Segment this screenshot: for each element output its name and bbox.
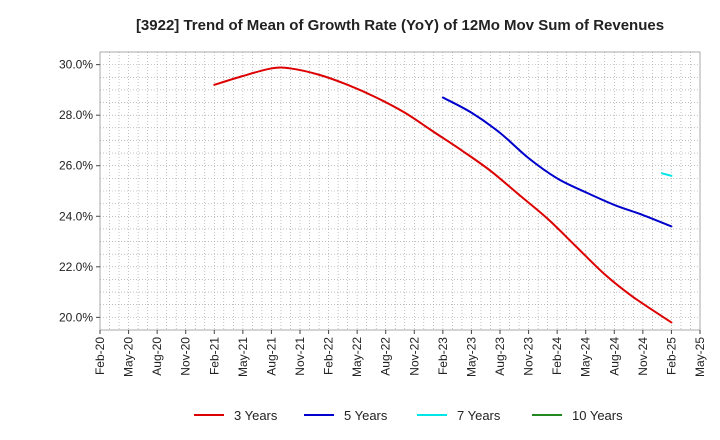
y-tick-label: 20.0% bbox=[59, 310, 93, 324]
chart-title: [3922] Trend of Mean of Growth Rate (YoY… bbox=[136, 17, 664, 34]
y-tick-label: 30.0% bbox=[59, 58, 93, 72]
y-tick-label: 28.0% bbox=[59, 108, 93, 122]
x-tick-label: Aug-23 bbox=[493, 337, 507, 376]
y-tick-label: 26.0% bbox=[59, 159, 93, 173]
legend-item-5-years: 5 Years bbox=[304, 408, 388, 423]
x-tick-label: Nov-21 bbox=[293, 337, 307, 376]
x-tick-label: Aug-22 bbox=[379, 337, 393, 376]
legend-label: 7 Years bbox=[457, 408, 501, 423]
x-tick-label: Aug-20 bbox=[150, 337, 164, 376]
y-axis: 20.0% 22.0% 24.0% 26.0% 28.0% 30.0% bbox=[59, 58, 100, 324]
x-tick-label: May-25 bbox=[693, 337, 707, 377]
x-tick-label: May-22 bbox=[350, 337, 364, 377]
x-tick-label: May-20 bbox=[122, 337, 136, 377]
legend-label: 10 Years bbox=[572, 408, 623, 423]
x-axis: Feb-20 May-20 Aug-20 Nov-20 Feb-21 May-21 Aug-… bbox=[93, 330, 707, 377]
x-tick-label: Aug-24 bbox=[607, 337, 621, 376]
x-tick-label: Feb-22 bbox=[322, 337, 336, 375]
x-tick-label: Feb-25 bbox=[664, 337, 678, 375]
legend-label: 5 Years bbox=[344, 408, 388, 423]
x-tick-label: Nov-23 bbox=[522, 337, 536, 376]
y-tick-label: 22.0% bbox=[59, 260, 93, 274]
series-lines bbox=[213, 66, 673, 324]
legend-item-10-years: 10 Years bbox=[532, 408, 623, 423]
grid bbox=[100, 52, 700, 330]
y-tick-label: 24.0% bbox=[59, 209, 93, 223]
series-line-5-years bbox=[441, 96, 673, 228]
x-tick-label: Nov-22 bbox=[407, 337, 421, 376]
x-tick-label: Feb-24 bbox=[550, 337, 564, 375]
series-line-3-years bbox=[213, 66, 673, 324]
x-tick-label: Nov-24 bbox=[636, 337, 650, 376]
series-line-7-years bbox=[660, 172, 673, 177]
legend-item-3-years: 3 Years bbox=[194, 408, 278, 423]
x-tick-label: Nov-20 bbox=[179, 337, 193, 376]
x-tick-label: Feb-21 bbox=[207, 337, 221, 375]
x-tick-label: May-21 bbox=[236, 337, 250, 377]
x-tick-label: May-24 bbox=[579, 337, 593, 377]
legend-item-7-years: 7 Years bbox=[417, 408, 501, 423]
x-tick-label: Feb-23 bbox=[436, 337, 450, 375]
legend-label: 3 Years bbox=[234, 408, 278, 423]
legend: 3 Years 5 Years 7 Years 10 Years bbox=[194, 408, 623, 423]
x-tick-label: May-23 bbox=[464, 337, 478, 377]
x-tick-label: Aug-21 bbox=[264, 337, 278, 376]
x-tick-label: Feb-20 bbox=[93, 337, 107, 375]
